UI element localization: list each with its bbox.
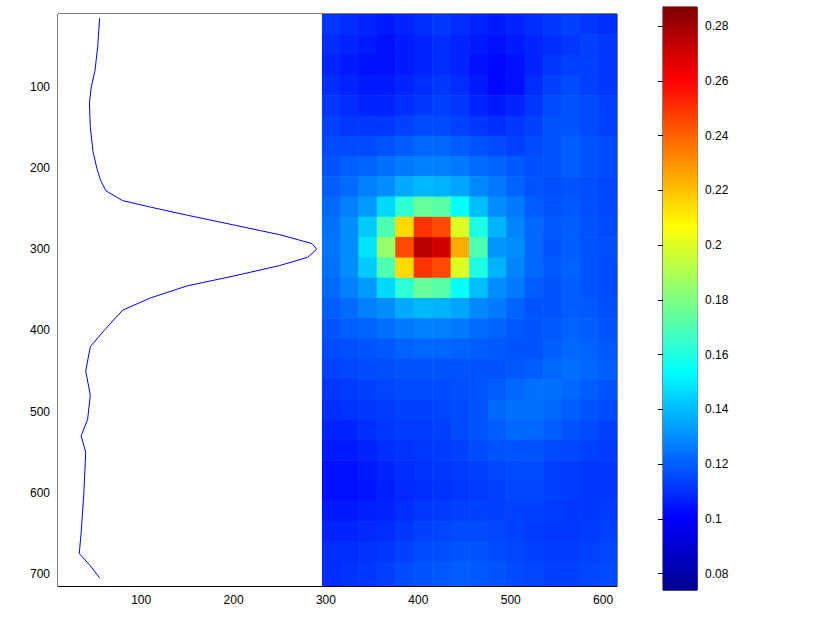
- svg-text:0.08: 0.08: [705, 567, 729, 581]
- svg-text:0.12: 0.12: [705, 457, 729, 471]
- svg-text:300: 300: [30, 242, 50, 256]
- svg-text:600: 600: [30, 486, 50, 500]
- svg-text:0.26: 0.26: [705, 74, 729, 88]
- svg-text:500: 500: [30, 405, 50, 419]
- svg-text:0.24: 0.24: [705, 129, 729, 143]
- svg-text:400: 400: [408, 593, 428, 607]
- svg-text:400: 400: [30, 323, 50, 337]
- svg-text:600: 600: [593, 593, 613, 607]
- svg-text:500: 500: [501, 593, 521, 607]
- svg-text:200: 200: [224, 593, 244, 607]
- svg-text:0.14: 0.14: [705, 402, 729, 416]
- svg-text:100: 100: [131, 593, 151, 607]
- svg-text:0.1: 0.1: [705, 512, 722, 526]
- svg-text:0.18: 0.18: [705, 293, 729, 307]
- svg-text:0.22: 0.22: [705, 183, 729, 197]
- svg-text:200: 200: [30, 161, 50, 175]
- svg-text:300: 300: [316, 593, 336, 607]
- svg-text:700: 700: [30, 567, 50, 581]
- svg-text:0.16: 0.16: [705, 348, 729, 362]
- svg-text:0.2: 0.2: [705, 238, 722, 252]
- svg-text:100: 100: [30, 80, 50, 94]
- svg-text:0.28: 0.28: [705, 19, 729, 33]
